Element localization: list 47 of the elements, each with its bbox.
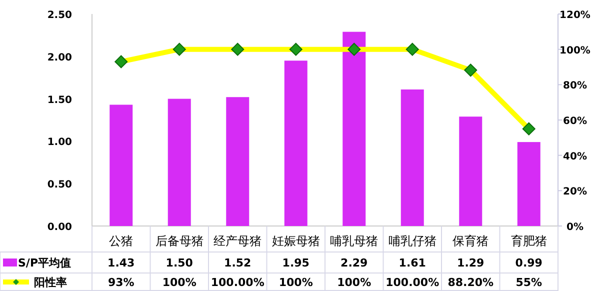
bar	[168, 98, 191, 226]
x-tick-label: 妊娠母猪	[272, 234, 320, 248]
bar	[400, 89, 424, 226]
data-label: 2.29	[340, 256, 368, 270]
y2-tick-label: 120%	[560, 10, 590, 21]
data-label: 100%	[162, 276, 196, 289]
x-tick-label: 后备母猪	[155, 234, 204, 248]
data-label: 1.52	[224, 256, 252, 270]
data-label: 1.50	[166, 256, 194, 270]
bar	[459, 116, 482, 226]
x-tick-label: 育肥猪	[510, 234, 547, 248]
data-label: 88.20%	[448, 276, 494, 289]
y-tick-label: 2.00	[47, 52, 72, 64]
legend-label: 阳性率	[34, 276, 67, 289]
data-label: 55%	[516, 276, 542, 289]
y-tick-label: 1.50	[47, 94, 72, 106]
data-label: 0.99	[515, 256, 542, 270]
data-label: 1.95	[282, 256, 310, 270]
x-tick-label: 公猪	[109, 234, 134, 248]
x-tick-label: 保育猪	[452, 234, 489, 248]
data-label: 100%	[278, 276, 313, 289]
y2-tick-label: 80%	[563, 80, 587, 92]
bar	[517, 142, 540, 226]
data-label: 1.61	[398, 256, 426, 270]
y2-tick-label: 40%	[563, 151, 587, 162]
data-label: 100.00%	[386, 276, 440, 289]
y2-tick-label: 100%	[560, 45, 590, 56]
bar	[284, 60, 308, 226]
y2-tick-label: 60%	[563, 116, 587, 127]
data-label: 1.43	[108, 256, 135, 270]
bar	[226, 97, 250, 226]
y2-tick-label: 0%	[566, 222, 584, 233]
bar	[110, 104, 133, 226]
y-tick-label: 0.50	[47, 180, 72, 191]
data-label: 1.29	[457, 256, 484, 270]
bar	[342, 32, 366, 226]
x-tick-label: 经产母猪	[214, 234, 262, 248]
data-label: 100.00%	[210, 276, 264, 289]
y-tick-label: 0.00	[47, 222, 72, 233]
x-tick-label: 哺乳母猪	[330, 234, 378, 248]
legend-label: S/P平均值	[18, 256, 72, 270]
y2-tick-label: 20%	[563, 186, 587, 198]
x-tick-label: 哺乳仔猪	[388, 234, 436, 248]
y-tick-label: 1.00	[47, 137, 72, 148]
y-tick-label: 2.50	[47, 10, 72, 21]
data-label: 93%	[108, 276, 134, 289]
data-label: 100%	[337, 276, 372, 289]
